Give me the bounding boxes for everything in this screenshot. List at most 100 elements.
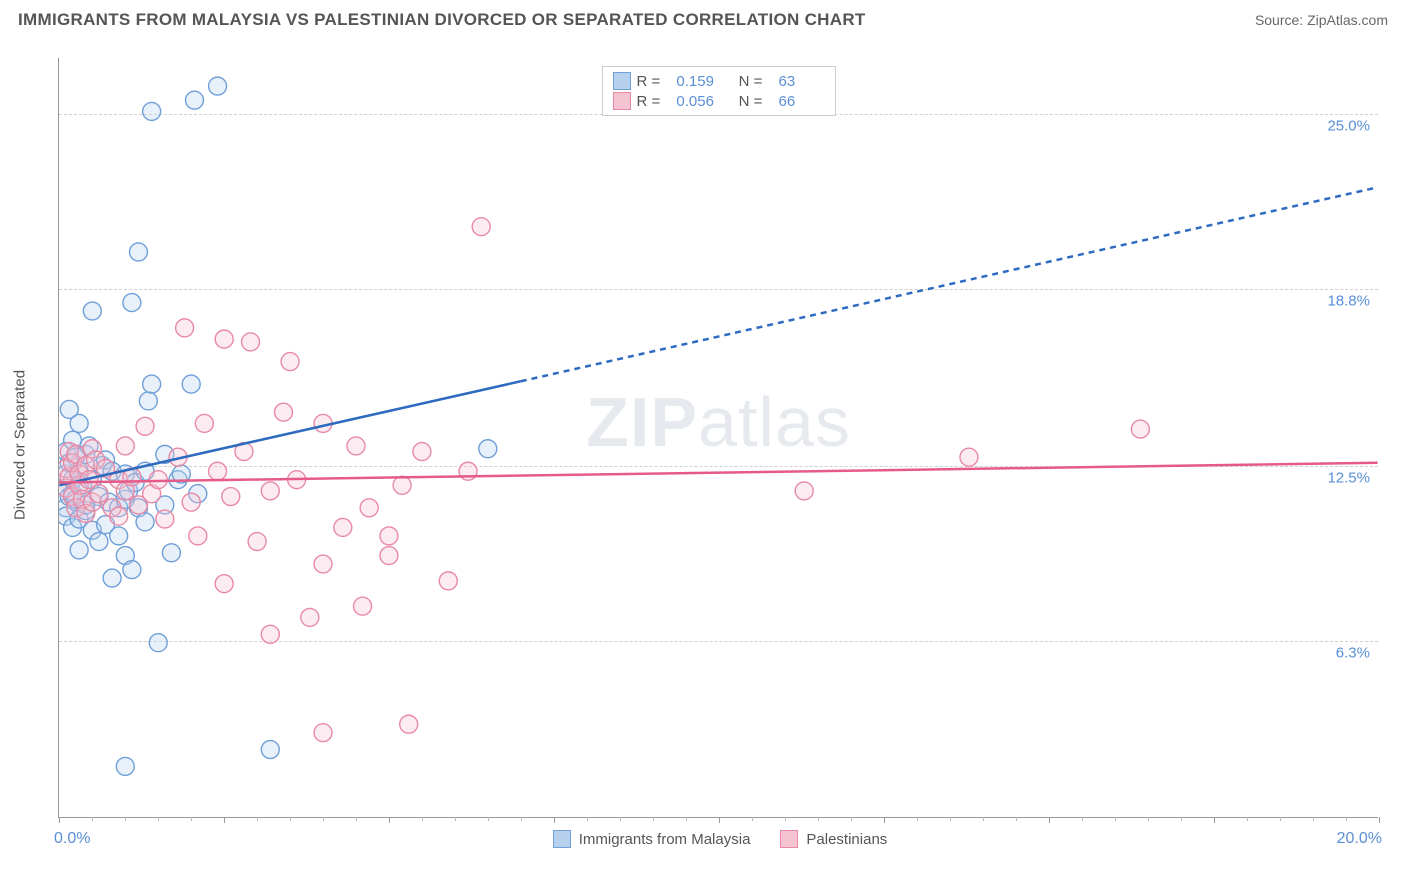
data-point [400, 715, 418, 733]
n-value-1: 66 [779, 93, 825, 110]
data-point [182, 375, 200, 393]
x-tick-minor [587, 817, 588, 821]
x-tick-minor [422, 817, 423, 821]
r-value-0: 0.159 [676, 73, 722, 90]
x-tick-minor [92, 817, 93, 821]
x-tick-minor [851, 817, 852, 821]
x-tick-minor [521, 817, 522, 821]
data-point [110, 507, 128, 525]
data-point [479, 440, 497, 458]
x-tick [224, 817, 225, 823]
data-point [274, 403, 292, 421]
x-tick-minor [488, 817, 489, 821]
x-tick-minor [356, 817, 357, 821]
x-tick-minor [158, 817, 159, 821]
chart-title: IMMIGRANTS FROM MALAYSIA VS PALESTINIAN … [18, 10, 866, 30]
data-point [439, 572, 457, 590]
data-point [215, 575, 233, 593]
legend-row-series-1: R = 0.056 N = 66 [612, 91, 824, 111]
trend-line [59, 463, 1377, 483]
correlation-legend: R = 0.159 N = 63 R = 0.056 N = 66 [601, 66, 835, 116]
x-tick-minor [1346, 817, 1347, 821]
plot-area: ZIPatlas R = 0.159 N = 63 R = 0.056 N = … [58, 58, 1378, 818]
x-tick [1214, 817, 1215, 823]
x-axis-labels: 0.0% 20.0% [58, 830, 1378, 854]
x-tick-minor [686, 817, 687, 821]
x-tick-minor [785, 817, 786, 821]
x-tick-minor [125, 817, 126, 821]
data-point [795, 482, 813, 500]
data-point [182, 493, 200, 511]
data-point [209, 462, 227, 480]
data-point [149, 634, 167, 652]
legend-row-series-0: R = 0.159 N = 63 [612, 71, 824, 91]
data-point [242, 333, 260, 351]
x-tick-minor [1082, 817, 1083, 821]
x-tick [389, 817, 390, 823]
data-point [90, 485, 108, 503]
x-tick-minor [191, 817, 192, 821]
data-point [129, 243, 147, 261]
data-point [103, 569, 121, 587]
data-point [354, 597, 372, 615]
data-point [195, 414, 213, 432]
r-value-1: 0.056 [676, 93, 722, 110]
data-point [116, 757, 134, 775]
x-tick [719, 817, 720, 823]
x-tick-minor [1280, 817, 1281, 821]
x-tick-minor [1181, 817, 1182, 821]
data-point [393, 476, 411, 494]
data-point [360, 499, 378, 517]
source-attribution: Source: ZipAtlas.com [1255, 12, 1388, 28]
x-tick-minor [620, 817, 621, 821]
chart-area: Divorced or Separated ZIPatlas R = 0.159… [50, 50, 1390, 840]
data-point [380, 547, 398, 565]
data-point [261, 482, 279, 500]
data-point [176, 319, 194, 337]
data-point [960, 448, 978, 466]
x-tick-minor [818, 817, 819, 821]
data-point [347, 437, 365, 455]
y-axis-label: Divorced or Separated [12, 370, 29, 520]
data-point [301, 608, 319, 626]
x-tick-minor [323, 817, 324, 821]
data-point [472, 218, 490, 236]
x-tick [1379, 817, 1380, 823]
x-tick-minor [983, 817, 984, 821]
data-point [248, 533, 266, 551]
trend-line [59, 381, 520, 485]
scatter-overlay [59, 58, 1378, 817]
swatch-series-0 [612, 72, 630, 90]
data-point [123, 294, 141, 312]
x-tick-minor [455, 817, 456, 821]
data-point [162, 544, 180, 562]
x-tick [884, 817, 885, 823]
trend-line-extrapolated [521, 187, 1378, 381]
data-point [222, 488, 240, 506]
x-tick [1049, 817, 1050, 823]
data-point [314, 724, 332, 742]
data-point [123, 561, 141, 579]
data-point [189, 527, 207, 545]
data-point [116, 437, 134, 455]
data-point [156, 510, 174, 528]
data-point [143, 102, 161, 120]
data-point [186, 91, 204, 109]
x-tick-minor [1016, 817, 1017, 821]
data-point [334, 518, 352, 536]
data-point [1131, 420, 1149, 438]
data-point [110, 527, 128, 545]
data-point [70, 414, 88, 432]
x-tick-minor [290, 817, 291, 821]
data-point [70, 541, 88, 559]
x-tick-minor [1247, 817, 1248, 821]
x-tick-minor [257, 817, 258, 821]
data-point [261, 741, 279, 759]
x-tick-minor [653, 817, 654, 821]
data-point [413, 443, 431, 461]
x-tick-minor [752, 817, 753, 821]
data-point [281, 353, 299, 371]
data-point [136, 513, 154, 531]
data-point [380, 527, 398, 545]
swatch-series-1 [612, 92, 630, 110]
